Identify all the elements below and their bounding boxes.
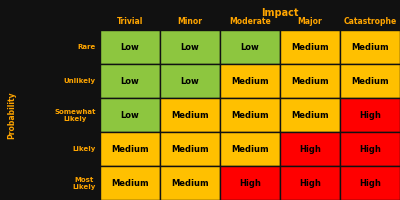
Text: Low: Low	[181, 43, 199, 51]
Bar	[160, 166, 220, 200]
Text: High: High	[239, 178, 261, 188]
Bar	[340, 98, 400, 132]
Text: Medium: Medium	[351, 43, 389, 51]
Text: Medium: Medium	[231, 76, 269, 86]
Text: Medium: Medium	[291, 43, 329, 51]
Bar	[220, 64, 280, 98]
Text: High: High	[359, 110, 381, 119]
Text: Low: Low	[121, 43, 139, 51]
Bar	[280, 166, 340, 200]
Text: Major: Major	[298, 18, 322, 26]
Text: Unlikely: Unlikely	[64, 78, 96, 84]
Text: Low: Low	[181, 76, 199, 86]
Text: High: High	[299, 144, 321, 154]
Bar	[100, 64, 160, 98]
Bar	[340, 64, 400, 98]
Bar	[160, 64, 220, 98]
Text: Probability: Probability	[8, 91, 16, 139]
Bar	[340, 132, 400, 166]
Text: Moderate: Moderate	[229, 18, 271, 26]
Text: Low: Low	[121, 76, 139, 86]
Text: Somewhat
Likely: Somewhat Likely	[54, 108, 96, 121]
Bar	[100, 30, 160, 64]
Text: High: High	[359, 178, 381, 188]
Bar	[100, 132, 160, 166]
Text: Likely: Likely	[73, 146, 96, 152]
Text: Minor: Minor	[178, 18, 202, 26]
Bar	[280, 98, 340, 132]
Text: Medium: Medium	[291, 110, 329, 119]
Bar	[220, 30, 280, 64]
Bar	[220, 166, 280, 200]
Bar	[340, 166, 400, 200]
Text: Medium: Medium	[351, 76, 389, 86]
Bar	[160, 30, 220, 64]
Bar	[280, 30, 340, 64]
Text: Medium: Medium	[111, 178, 149, 188]
Bar	[340, 30, 400, 64]
Text: High: High	[299, 178, 321, 188]
Bar	[160, 132, 220, 166]
Text: Rare: Rare	[78, 44, 96, 50]
Text: Medium: Medium	[231, 110, 269, 119]
Bar	[220, 98, 280, 132]
Text: Medium: Medium	[171, 178, 209, 188]
Bar	[100, 98, 160, 132]
Bar	[160, 98, 220, 132]
Bar	[280, 64, 340, 98]
Bar	[100, 166, 160, 200]
Text: Medium: Medium	[111, 144, 149, 154]
Text: Low: Low	[121, 110, 139, 119]
Bar	[220, 132, 280, 166]
Text: Catastrophe: Catastrophe	[343, 18, 397, 26]
Text: Medium: Medium	[291, 76, 329, 86]
Text: Medium: Medium	[171, 110, 209, 119]
Bar	[280, 132, 340, 166]
Text: Medium: Medium	[171, 144, 209, 154]
Text: Impact: Impact	[261, 8, 299, 18]
Text: Medium: Medium	[231, 144, 269, 154]
Text: Trivial: Trivial	[117, 18, 143, 26]
Text: Low: Low	[241, 43, 259, 51]
Text: High: High	[359, 144, 381, 154]
Text: Most
Likely: Most Likely	[73, 176, 96, 190]
